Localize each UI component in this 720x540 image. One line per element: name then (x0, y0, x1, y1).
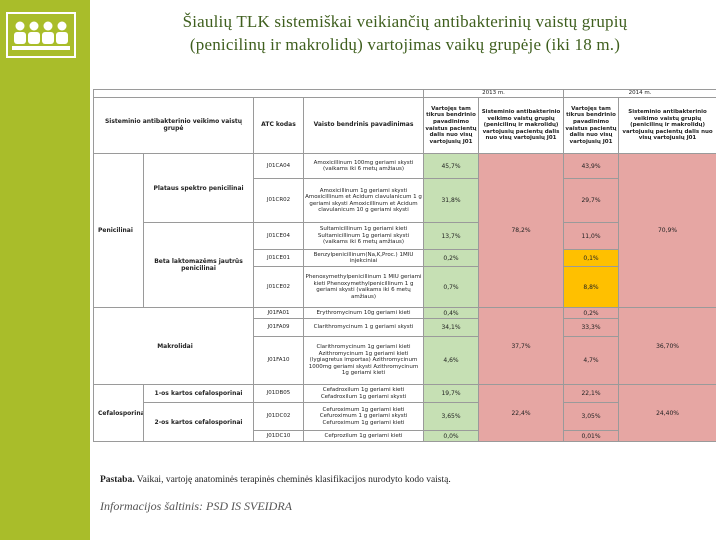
table-row: J01FA09 Clarithromycinum 1 g geriami sky… (94, 318, 717, 337)
header-atc: ATC kodas (253, 97, 304, 154)
column-header-row: Sisteminio antibakterinio veikimo vaistų… (93, 97, 716, 154)
group-share-2014-makrolidai: 36,70% (618, 307, 716, 385)
share-2013: 45,7% (423, 153, 479, 179)
table-note: Pastaba. Vaikai, vartoję anatominės tera… (100, 475, 451, 485)
header-share-2013: Vartojęs tam tikrus bendrinio pavadinimo… (423, 97, 479, 154)
year-2014-label: 2014 m. (563, 89, 716, 98)
year-2013-label: 2013 m. (422, 89, 565, 98)
drug-name: Amoxicillinum 100mg geriami skysti (vaik… (303, 153, 424, 179)
page-title: Šiaulių TLK sistemiškai veikiančių antib… (96, 10, 714, 56)
table-row: Makrolidai J01FA01 Erythromycinum 10g ge… (93, 307, 716, 385)
group-share-2014-penicilinai: 70,9% (618, 153, 716, 308)
share-2014: 43,9% (563, 153, 620, 179)
antibiotics-table-wrapper: 2013 m. 2014 m. Sisteminio antibakterini… (93, 89, 716, 461)
share-2013: 0,4% (423, 307, 479, 319)
header-share-2014: Vartojęs tam tikrus bendrinio pavadinimo… (563, 97, 620, 154)
left-sidebar (0, 0, 90, 540)
share-2014: 0,1% (563, 249, 620, 267)
atc-code: J01CE01 (253, 249, 304, 267)
subgroup-ceph1: 1-os kartos cefalosporinai (143, 384, 254, 403)
atc-code: J01DB05 (253, 384, 304, 403)
share-2014: 11,0% (563, 222, 620, 250)
header-group-2013: Sisteminio antibakterinio veikimo vaistų… (477, 97, 565, 154)
share-2014: 0,2% (563, 307, 620, 319)
group-share-2013-penicilinai: 78,2% (477, 153, 565, 308)
share-2013: 19,7% (423, 384, 479, 403)
note-text: Vaikai, vartoję anatominės terapinės che… (136, 475, 451, 485)
table-row: Cefalosporinai 1-os kartos cefalosporina… (93, 384, 716, 442)
share-2013: 0,2% (423, 249, 479, 267)
header-name: Vaisto bendrinis pavadinimas (303, 97, 424, 154)
drug-name: Cefuroximum 1g geriami kieti Cefuroximum… (303, 402, 424, 431)
year-header-row: 2013 m. 2014 m. (93, 89, 716, 98)
table-row: Penicilinai Plataus spektro penicilinai … (93, 153, 716, 308)
drug-name: Amoxicillinum 1g geriami skysti Amoxicil… (303, 178, 424, 223)
drug-name: Cefprozilum 1g geriami kieti (303, 430, 424, 442)
header-group-2014: Sisteminio antibakterinio veikimo vaistų… (618, 97, 716, 154)
table-row: J01CR02 Amoxicillinum 1g geriami skysti … (94, 178, 717, 223)
group-makrolidai: Makrolidai (93, 307, 254, 385)
drug-name: Sultamicillinum 1g geriami kieti Sultami… (303, 222, 424, 250)
drug-name: Clarithromycinum 1 g geriami skysti (303, 318, 424, 337)
share-2013: 34,1% (423, 318, 479, 337)
share-2014: 0,01% (563, 430, 620, 442)
atc-code: J01CA04 (253, 153, 304, 179)
atc-code: J01FA01 (253, 307, 304, 319)
group-share-2013-makrolidai: 37,7% (477, 307, 565, 385)
subgroup-beta: Beta laktomazėms jautrūs penicilinai (143, 222, 254, 308)
share-2013: 0,7% (423, 266, 479, 308)
subgroup-ceph2: 2-os kartos cefalosporinai (143, 402, 254, 442)
share-2014: 4,7% (563, 336, 620, 385)
table-row: Beta laktomazėms jautrūs penicilinai J01… (94, 222, 717, 308)
share-2014: 22,1% (563, 384, 620, 403)
drug-name: Phenoxymethylpenicillinum 1 MIU geriami … (303, 266, 424, 308)
share-2013: 31,8% (423, 178, 479, 223)
drug-name: Clarithromycinum 1g geriami kieti Azithr… (303, 336, 424, 385)
table-row: J01FA10 Clarithromycinum 1g geriami kiet… (94, 336, 717, 385)
table-row: J01CE02 Phenoxymethylpenicillinum 1 MIU … (94, 266, 717, 308)
table-row: 2-os kartos cefalosporinai J01DC02 Cefur… (94, 402, 717, 442)
atc-code: J01FA09 (253, 318, 304, 337)
header-group: Sisteminio antibakterinio veikimo vaistų… (93, 97, 254, 154)
share-2013: 0,0% (423, 430, 479, 442)
subgroup-platus: Plataus spektro penicilinai (143, 153, 254, 223)
atc-code: J01DC10 (253, 430, 304, 442)
share-2014: 29,7% (563, 178, 620, 223)
people-group-logo (6, 12, 76, 58)
table-row: J01CE01 Benzylpenicillinum(Na,K,Proc.) 1… (94, 249, 717, 267)
title-line-2: (penicilinų ir makrolidų) vartojimas vai… (189, 35, 621, 54)
share-2013: 13,7% (423, 222, 479, 250)
group-cefalosporinai: Cefalosporinai (93, 384, 144, 442)
share-2014: 33,3% (563, 318, 620, 337)
table-row: J01DC10 Cefprozilum 1g geriami kieti 0,0… (94, 430, 717, 442)
drug-name: Benzylpenicillinum(Na,K,Proc.) 1MIU inje… (303, 249, 424, 267)
group-penicilinai: Penicilinai (93, 153, 144, 308)
share-2014: 3,05% (563, 402, 620, 431)
drug-name: Cefadroxilum 1g geriami kieti Cefadroxil… (303, 384, 424, 403)
atc-code: J01DC02 (253, 402, 304, 431)
group-share-2014-cefalosporinai: 24,40% (618, 384, 716, 442)
drug-name: Erythromycinum 10g geriami kieti (303, 307, 424, 319)
antibiotics-table: 2013 m. 2014 m. Sisteminio antibakterini… (93, 89, 716, 442)
atc-code: J01FA10 (253, 336, 304, 385)
atc-code: J01CE02 (253, 266, 304, 308)
atc-code: J01CE04 (253, 222, 304, 250)
title-line-1: Šiaulių TLK sistemiškai veikiančių antib… (182, 12, 628, 31)
group-share-2013-cefalosporinai: 22,4% (477, 384, 565, 442)
share-2013: 3,65% (423, 402, 479, 431)
share-2013: 4,6% (423, 336, 479, 385)
source-caption: Informacijos šaltinis: PSD IS SVEIDRA (100, 499, 292, 513)
share-2014: 8,8% (563, 266, 620, 308)
note-label: Pastaba. (100, 475, 135, 485)
atc-code: J01CR02 (253, 178, 304, 223)
